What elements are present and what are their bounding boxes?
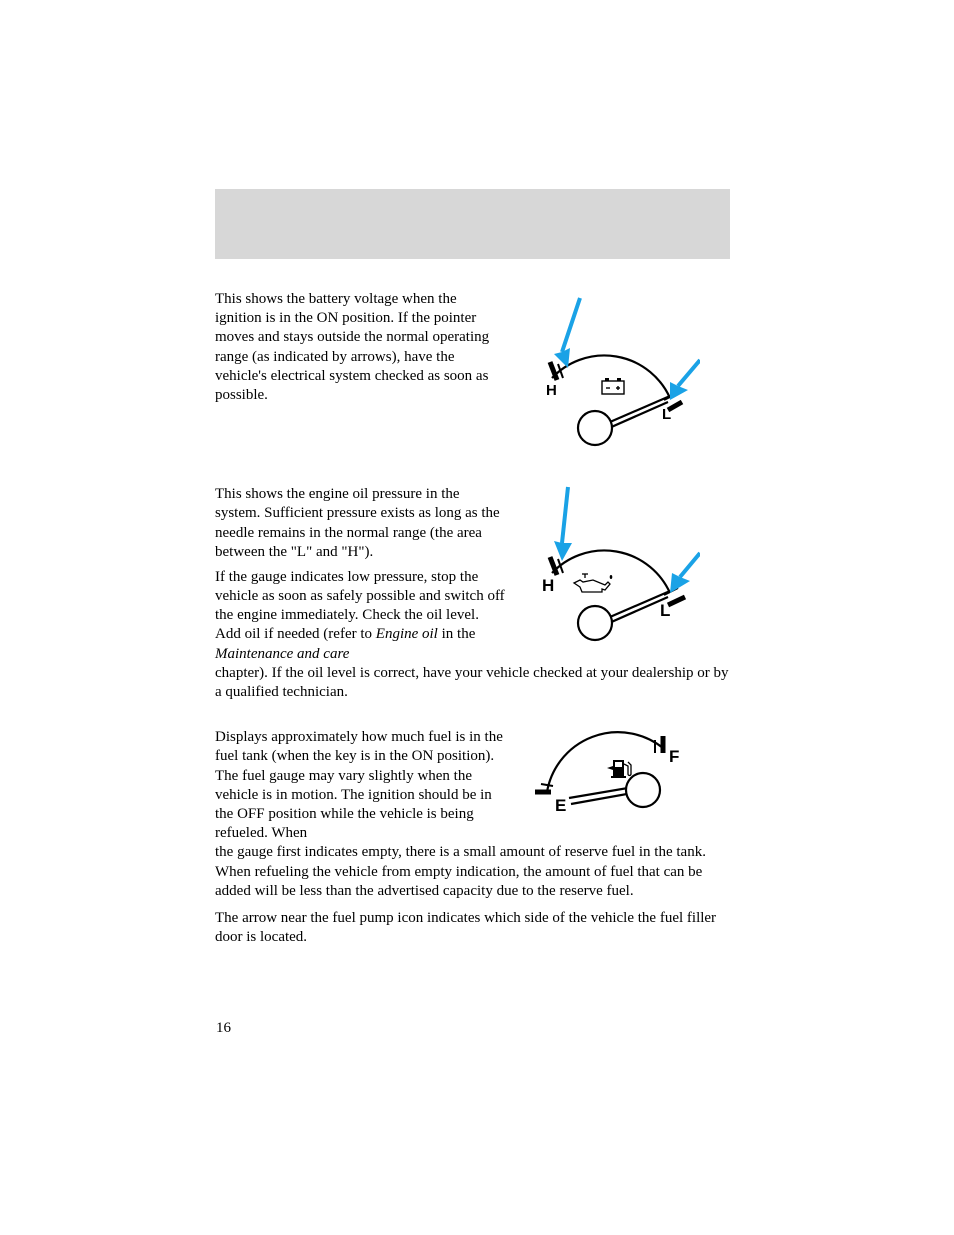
battery-paragraph: This shows the battery voltage when the … (215, 290, 505, 405)
oil-arrow-2 (670, 553, 700, 593)
oil-h-label: H (542, 576, 554, 595)
fuel-section: F E (215, 728, 730, 947)
fuel-f-label: F (669, 747, 679, 766)
battery-section: This shows the battery voltage when the … (215, 290, 730, 405)
oil-gauge: H L (510, 475, 700, 645)
battery-l-label: L (662, 406, 671, 423)
fuel-e-label: E (555, 796, 566, 815)
oil-paragraph-1: This shows the engine oil pressure in th… (215, 485, 505, 562)
oil-section: This shows the engine oil pressure in th… (215, 485, 730, 702)
oil-l-label: L (660, 601, 670, 620)
oil-arrow-1 (554, 487, 572, 561)
page-number: 16 (216, 1020, 231, 1037)
battery-gauge: H L (510, 280, 700, 450)
fuel-gauge: F E (535, 720, 695, 830)
page-content: This shows the battery voltage when the … (215, 290, 730, 971)
fuel-paragraph-2: The arrow near the fuel pump icon indica… (215, 909, 730, 947)
oil-can-icon (574, 574, 612, 592)
fuel-pump-icon (607, 760, 631, 778)
battery-arrow-1 (554, 298, 580, 368)
battery-h-label: H (546, 382, 557, 399)
header-band (215, 189, 730, 259)
battery-arrow-2 (670, 360, 700, 400)
